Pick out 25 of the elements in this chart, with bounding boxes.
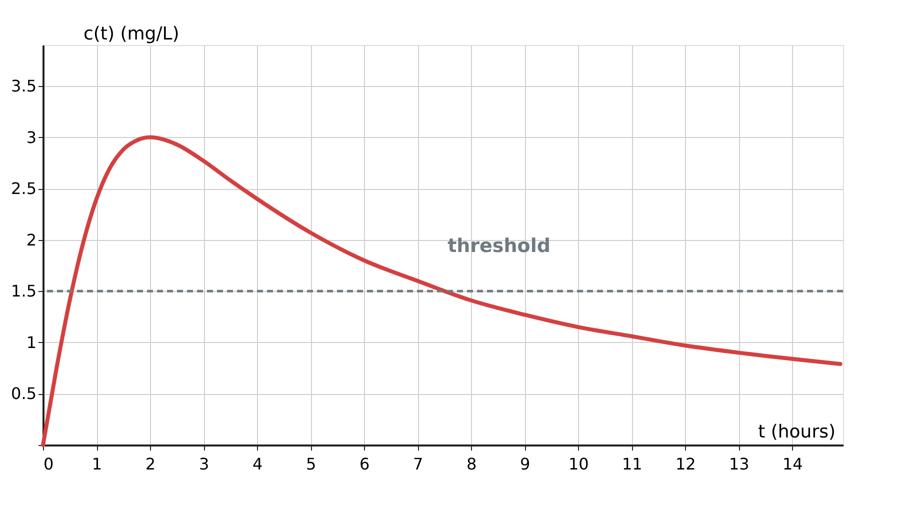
x-tick-label: 0 [44, 454, 54, 474]
x-tick-label: 8 [466, 454, 477, 474]
x-tick-label: 12 [675, 454, 696, 474]
x-tick-label: 14 [782, 454, 803, 474]
ref-line-label: threshold [448, 235, 550, 258]
x-tick-label: 3 [198, 454, 210, 474]
y-tick-label: 1 [26, 332, 36, 352]
y-tick-label: 1.5 [11, 282, 36, 301]
x-tick-label: 5 [306, 454, 316, 474]
x-tick-label: 7 [412, 454, 424, 474]
x-tick-label: 10 [568, 454, 589, 474]
x-tick-label: 11 [622, 454, 642, 474]
y-tick-label: 3.5 [11, 76, 36, 96]
y-tick-label: 2.5 [11, 179, 36, 198]
x-tick-label: 4 [252, 454, 263, 474]
y-tick-label: 2 [26, 230, 36, 250]
x-tick-label: 13 [728, 454, 750, 474]
y-axis-title: c(t) (mg/L) [84, 24, 180, 44]
y-tick-label: 3 [26, 128, 36, 147]
x-tick-label: 6 [359, 454, 370, 474]
x-axis-title: t (hours) [758, 422, 836, 442]
x-tick-label: 9 [520, 454, 530, 474]
x-tick-label: 2 [145, 454, 156, 474]
x-tick-label: 1 [92, 454, 102, 474]
y-tick-label: 0.5 [11, 384, 36, 404]
